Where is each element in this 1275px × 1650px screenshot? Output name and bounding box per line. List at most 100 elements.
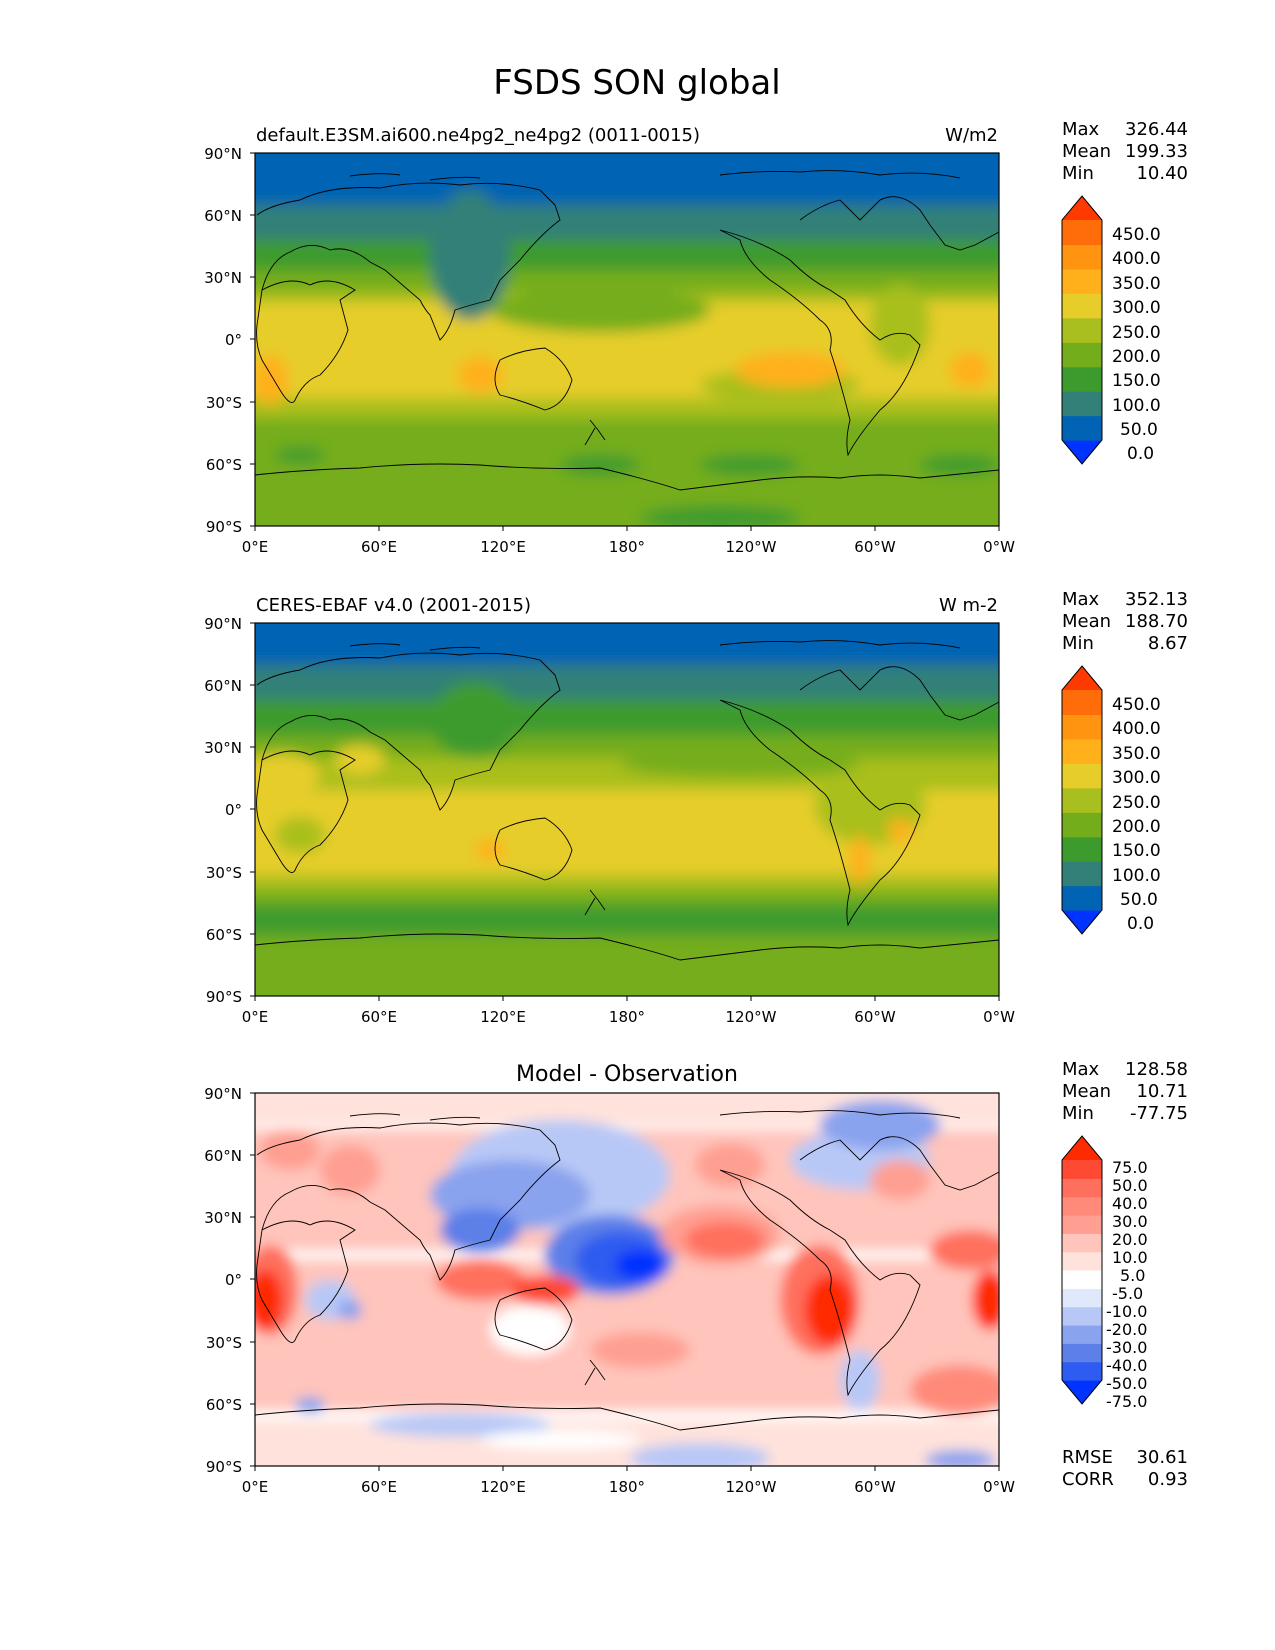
- stat-mean-value: 188.70: [1125, 611, 1188, 632]
- lon-tick-label: 180°: [609, 538, 645, 556]
- colorbar-tick-label: 0.0: [1127, 914, 1154, 934]
- stat-mean-label: Mean: [1062, 611, 1111, 632]
- lon-tick-label: 60°E: [361, 1478, 397, 1496]
- colorbar-tick-label: 100.0: [1112, 866, 1161, 886]
- lat-tick-label: 30°N: [204, 1209, 242, 1227]
- lat-tick-label: 0°: [225, 1271, 242, 1289]
- lat-tick-label: 30°S: [206, 1334, 242, 1352]
- panel-model-colorbar: [1061, 195, 1103, 465]
- lat-tick-label: 60°S: [206, 926, 242, 944]
- panel-difference-coastlines: [255, 1110, 999, 1431]
- colorbar-tick-label: -40.0: [1106, 1356, 1147, 1375]
- colorbar-tick-label: -30.0: [1106, 1338, 1147, 1357]
- colorbar-segment: [1062, 268, 1102, 294]
- colorbar-tick-label: -5.0: [1112, 1284, 1143, 1303]
- panel-model-stats: Max 326.44 Mean 199.33 Min 10.40: [1062, 119, 1188, 184]
- colorbar-segment: [1062, 1233, 1102, 1253]
- colorbar-segment: [1062, 391, 1102, 417]
- lat-tick-label: 90°N: [204, 615, 242, 633]
- stat-max-value: 326.44: [1125, 119, 1188, 140]
- colorbar-segment: [1062, 763, 1102, 789]
- lat-tick-label: 30°S: [206, 864, 242, 882]
- lat-tick-label: 0°: [225, 331, 242, 349]
- colorbar-extend-min: [1062, 440, 1102, 464]
- colorbar-outline: [1061, 195, 1103, 465]
- lat-tick-label: 90°N: [204, 145, 242, 163]
- colorbar-tick-label: 30.0: [1112, 1212, 1148, 1231]
- stat-min-label: Min: [1062, 163, 1094, 184]
- colorbar-tick-label: 200.0: [1112, 347, 1161, 367]
- colorbar-segment: [1062, 366, 1102, 392]
- stat-max-label: Max: [1062, 119, 1100, 140]
- lon-tick-label: 0°W: [983, 1008, 1015, 1026]
- colorbar-segment: [1062, 1325, 1102, 1344]
- stat-min-value: 10.40: [1136, 163, 1188, 184]
- panel-observation-colorbar: [1061, 665, 1103, 935]
- colorbar-tick-label: 50.0: [1120, 890, 1158, 910]
- lat-tick-label: 0°: [225, 801, 242, 819]
- lon-tick-label: 120°W: [726, 538, 777, 556]
- colorbar-tick-label: 400.0: [1112, 249, 1161, 269]
- colorbar-tick-label: 50.0: [1120, 420, 1158, 440]
- colorbar-tick-label: 0.0: [1127, 444, 1154, 464]
- colorbar-tick-label: 10.0: [1112, 1248, 1148, 1267]
- panel-observation-stats: Max 352.13 Mean 188.70 Min 8.67: [1062, 589, 1188, 654]
- colorbar-extend-min: [1062, 910, 1102, 934]
- colorbar-segment: [1062, 1215, 1102, 1234]
- colorbar-outline: [1061, 1135, 1103, 1405]
- colorbar-tick-label: 350.0: [1112, 274, 1161, 294]
- colorbar-tick-label: 400.0: [1112, 719, 1161, 739]
- panel-observation-lat-ticks: 90°N 60°N 30°N 0° 30°S 60°S 90°S: [204, 615, 255, 1006]
- rmse-label: RMSE: [1062, 1447, 1113, 1468]
- colorbar-tick-label: 450.0: [1112, 225, 1161, 245]
- panel-model-lon-ticks: 0°E 60°E 120°E 180° 120°W 60°W 0°W: [242, 526, 1015, 556]
- panel-observation-map: [255, 623, 999, 996]
- colorbar-extend-max: [1062, 1136, 1102, 1160]
- colorbar-tick-label: -75.0: [1106, 1392, 1147, 1411]
- lon-tick-label: 0°E: [242, 538, 269, 556]
- lat-tick-label: 90°S: [206, 988, 242, 1006]
- lon-tick-label: 60°W: [854, 538, 896, 556]
- stat-mean-label: Mean: [1062, 141, 1111, 162]
- panel-model-colorbar-labels: 450.0 400.0 350.0 300.0 250.0 200.0 150.…: [1112, 225, 1161, 464]
- lon-tick-label: 180°: [609, 1478, 645, 1496]
- lat-tick-label: 30°S: [206, 394, 242, 412]
- colorbar-tick-label: 75.0: [1112, 1158, 1148, 1177]
- panel-observation-coastlines: [255, 640, 999, 961]
- panel-difference-title: Model - Observation: [516, 1062, 738, 1087]
- colorbar-tick-label: 350.0: [1112, 744, 1161, 764]
- colorbar-extend-max: [1062, 666, 1102, 690]
- stat-min-value: 8.67: [1148, 633, 1188, 654]
- lat-tick-label: 30°N: [204, 269, 242, 287]
- lat-tick-label: 90°N: [204, 1085, 242, 1103]
- lon-tick-label: 60°E: [361, 1008, 397, 1026]
- colorbar-segment: [1062, 342, 1102, 368]
- lat-tick-label: 60°S: [206, 1396, 242, 1414]
- colorbar-segment: [1062, 836, 1102, 862]
- corr-label: CORR: [1062, 1469, 1114, 1490]
- colorbar-outline: [1061, 665, 1103, 935]
- lat-tick-label: 30°N: [204, 739, 242, 757]
- lat-tick-label: 90°S: [206, 518, 242, 536]
- colorbar-tick-label: 250.0: [1112, 323, 1161, 343]
- rmse-value: 30.61: [1136, 1447, 1188, 1468]
- stat-max-value: 128.58: [1125, 1059, 1188, 1080]
- lat-tick-label: 60°N: [204, 1147, 242, 1165]
- colorbar-tick-label: -10.0: [1106, 1302, 1147, 1321]
- panel-observation-lon-ticks: 0°E 60°E 120°E 180° 120°W 60°W 0°W: [242, 996, 1015, 1026]
- lon-tick-label: 0°W: [983, 1478, 1015, 1496]
- stat-max-label: Max: [1062, 589, 1100, 610]
- lon-tick-label: 60°W: [854, 1478, 896, 1496]
- colorbar-segment: [1062, 1288, 1102, 1308]
- colorbar-tick-label: 250.0: [1112, 793, 1161, 813]
- lon-tick-label: 0°E: [242, 1008, 269, 1026]
- colorbar-segment: [1062, 1343, 1102, 1363]
- colorbar-segment: [1062, 293, 1102, 319]
- panel-model: default.E3SM.ai600.ne4pg2_ne4pg2 (0011-0…: [204, 119, 1188, 556]
- stat-max-label: Max: [1062, 1059, 1100, 1080]
- stat-max-value: 352.13: [1125, 589, 1188, 610]
- colorbar-segment: [1062, 244, 1102, 270]
- colorbar-segment: [1062, 415, 1102, 441]
- panel-model-map: [255, 153, 999, 526]
- panel-observation: CERES-EBAF v4.0 (2001-2015) W m-2: [204, 589, 1188, 1026]
